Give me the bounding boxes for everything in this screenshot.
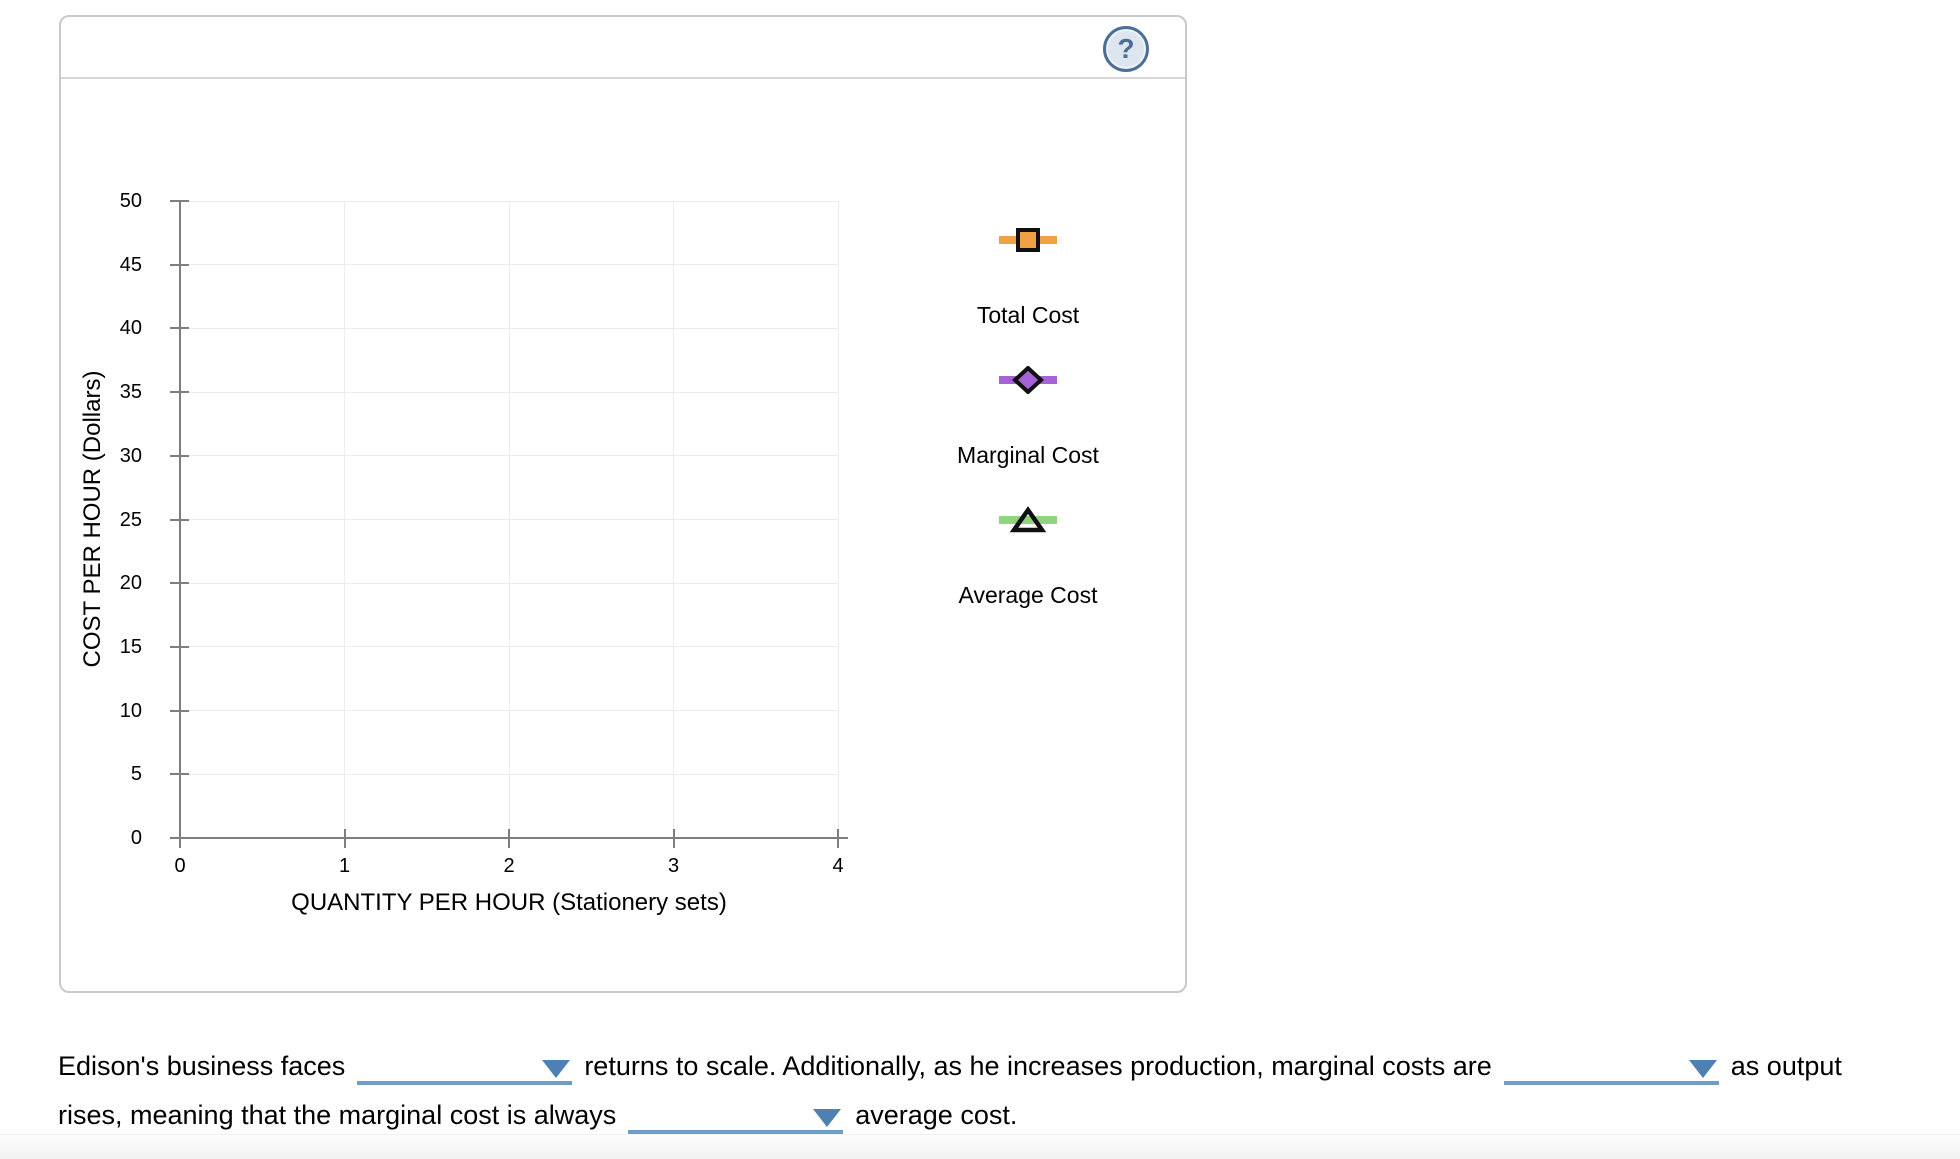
y-axis-tick-label: 0 — [130, 827, 142, 849]
x-axis-tick-label: 2 — [503, 855, 515, 877]
panel-header: ? — [61, 17, 1185, 79]
legend-label: Marginal Cost — [957, 442, 1099, 468]
legend-label: Average Cost — [958, 582, 1098, 608]
legend-item-marginal-cost: Marginal Cost — [950, 365, 1106, 506]
y-axis-tick-label: 40 — [119, 317, 142, 340]
y-axis-tick — [170, 391, 189, 394]
x-axis-tick-label: 3 — [667, 855, 680, 877]
question-segment: Edison's business faces — [58, 1051, 346, 1081]
triangle-marker-icon[interactable] — [999, 506, 1057, 534]
help-icon[interactable]: ? — [1103, 26, 1149, 72]
question-line-1: Edison's business faces returns to scale.… — [58, 1042, 1918, 1091]
legend-label: Total Cost — [976, 302, 1080, 328]
question-segment: average cost. — [855, 1100, 1018, 1130]
x-axis-tick — [179, 829, 181, 848]
gridline — [837, 201, 839, 838]
y-axis-tick — [170, 327, 189, 330]
x-axis-tick-label: 0 — [174, 855, 186, 877]
gridline — [344, 201, 345, 838]
question-text: Edison's business faces returns to scale.… — [58, 1042, 1918, 1140]
dropdown-marginal-costs[interactable] — [1503, 1051, 1719, 1085]
gridline — [673, 201, 674, 838]
y-axis-tick — [170, 200, 189, 202]
x-axis-title: QUANTITY PER HOUR (Stationery sets) — [291, 889, 727, 916]
dropdown-compare-average-cost[interactable] — [628, 1100, 844, 1134]
question-segment: returns to scale. Additionally, as he in… — [584, 1051, 1492, 1081]
next-section-edge — [0, 1134, 1960, 1159]
y-axis-line — [179, 201, 181, 847]
y-axis-tick-label: 45 — [119, 253, 142, 276]
chevron-down-icon — [813, 1109, 842, 1127]
y-axis-tick-label: 5 — [130, 763, 142, 786]
legend-item-total-cost: Total Cost — [950, 226, 1106, 366]
x-axis-tick — [343, 829, 346, 848]
y-axis-tick-label: 25 — [119, 508, 142, 531]
y-axis-tick-label: 15 — [119, 635, 142, 658]
y-axis-title: COST PER HOUR (Dollars) — [79, 370, 106, 668]
x-axis-tick-label: 1 — [338, 855, 351, 877]
y-axis-tick — [170, 709, 189, 712]
chevron-down-icon — [1688, 1060, 1717, 1078]
y-axis-tick-label: 50 — [119, 190, 142, 212]
chart-plot-area[interactable]: 0 5 10 15 20 25 30 35 40 45 50 0 1 2 3 4 — [120, 190, 848, 877]
question-line-2: rises, meaning that the marginal cost is… — [58, 1091, 1918, 1140]
y-axis-tick-label: 20 — [119, 572, 142, 595]
dropdown-returns-to-scale[interactable] — [357, 1051, 573, 1085]
question-panel: ? — [59, 15, 1187, 993]
y-axis-tick-label: 30 — [119, 444, 142, 467]
y-axis-tick — [170, 263, 189, 266]
y-axis-tick — [170, 773, 189, 776]
chart-legend: Total Cost Marginal Cost Average Cost — [950, 226, 1106, 646]
y-axis-tick — [170, 518, 189, 521]
y-axis-tick — [170, 645, 189, 648]
gridline — [508, 201, 510, 838]
x-axis-tick-label: 4 — [832, 855, 844, 877]
square-marker-icon[interactable] — [999, 226, 1057, 254]
x-axis-tick — [508, 829, 510, 848]
y-axis-tick — [170, 454, 189, 457]
chevron-down-icon — [542, 1060, 571, 1078]
diamond-marker-icon[interactable] — [999, 365, 1057, 395]
x-axis-tick — [672, 829, 675, 848]
question-segment: rises, meaning that the marginal cost is… — [58, 1100, 617, 1130]
y-axis-tick — [170, 582, 189, 585]
x-axis-tick — [837, 829, 839, 848]
legend-item-average-cost: Average Cost — [950, 506, 1106, 646]
question-segment: as output — [1730, 1051, 1842, 1081]
y-axis-tick-label: 10 — [119, 699, 142, 722]
y-axis-tick-label: 35 — [119, 381, 142, 404]
